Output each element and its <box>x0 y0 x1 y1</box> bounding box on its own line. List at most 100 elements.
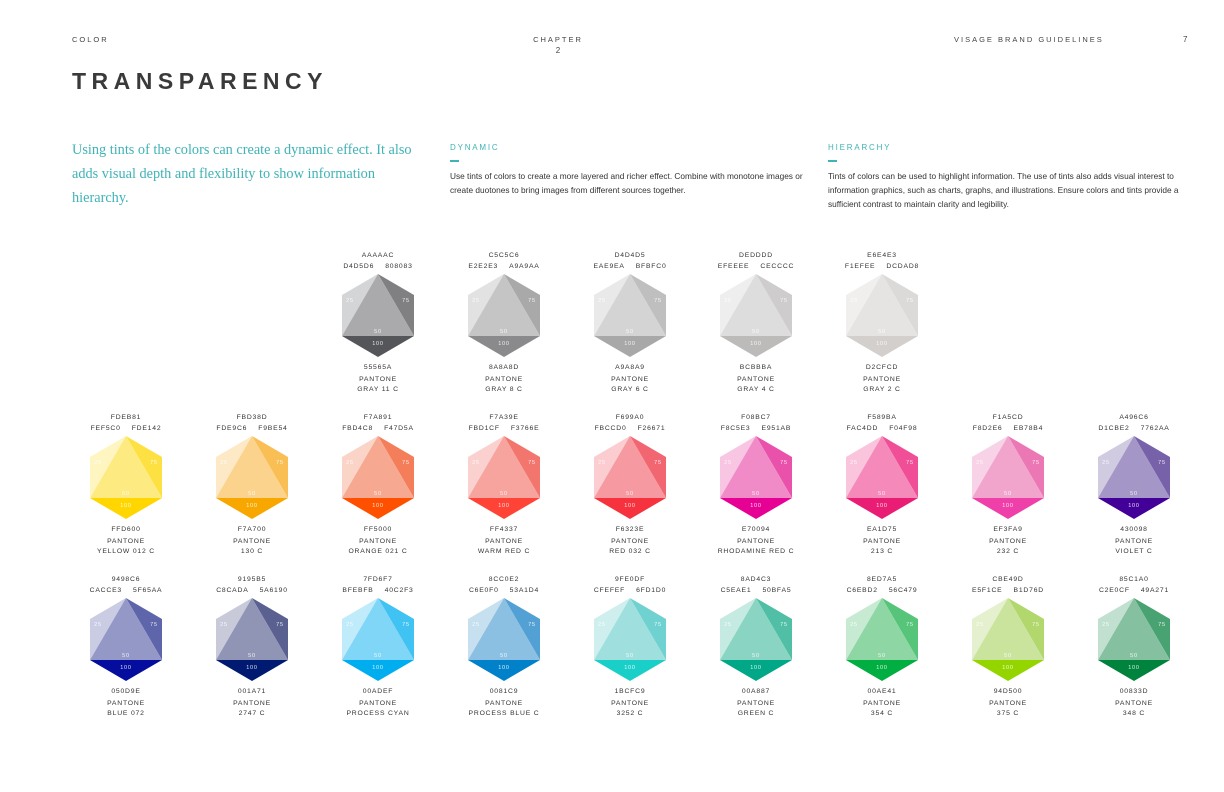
tint-75-hex: 8CC0E2 <box>488 576 520 583</box>
pantone-label: PANTONE <box>485 376 523 383</box>
tint-50-facet <box>846 598 918 660</box>
tint-50-hex: DCDAD8 <box>886 263 920 270</box>
tint-25-label: 25 <box>94 460 102 466</box>
tint-75-label: 75 <box>1032 622 1040 628</box>
tint-50-label: 50 <box>752 653 760 659</box>
base-hex: F6323E <box>615 526 645 533</box>
tint-75-label: 75 <box>1158 622 1166 628</box>
tint-50-label: 50 <box>878 329 886 335</box>
base-hex: 0081C9 <box>489 688 519 695</box>
tint-100-label: 100 <box>372 665 384 671</box>
hexagon-swatch-icon: 25 75 50 100 <box>846 598 918 681</box>
pantone-label: PANTONE <box>1115 538 1153 545</box>
pantone-label: PANTONE <box>1115 700 1153 707</box>
base-hex: F7A700 <box>237 526 267 533</box>
tint-100-label: 100 <box>624 503 636 509</box>
pantone-code: WARM RED C <box>477 547 531 555</box>
pantone-code: 2747 C <box>238 709 266 717</box>
dynamic-heading: DYNAMIC <box>450 143 500 152</box>
tint-25-label: 25 <box>724 460 732 466</box>
pantone-code: GRAY 4 C <box>737 385 775 393</box>
hierarchy-heading: HIERARCHY <box>828 143 892 152</box>
tint-75-label: 75 <box>276 460 284 466</box>
tint-50-facet <box>468 598 540 660</box>
tint-100-facet <box>720 336 792 357</box>
tint-75-hex: FBD38D <box>236 414 268 421</box>
tint-100-label: 100 <box>750 665 762 671</box>
tint-75-hex: F589BA <box>867 414 897 421</box>
tint-75-hex: C5C5C6 <box>488 252 520 259</box>
tint-25-label: 25 <box>598 460 606 466</box>
tint-75-label: 75 <box>150 622 158 628</box>
tint-100-label: 100 <box>624 665 636 671</box>
pantone-label: PANTONE <box>737 700 775 707</box>
base-hex: 00A887 <box>741 688 771 695</box>
pantone-code: RHODAMINE RED C <box>717 547 795 555</box>
tint-100-facet <box>594 660 666 681</box>
tint-100-facet <box>342 660 414 681</box>
base-hex: EA1D75 <box>866 526 898 533</box>
chapter-number: 2 <box>555 46 561 55</box>
tint-75-label: 75 <box>528 460 536 466</box>
pantone-code: YELLOW 012 C <box>97 547 155 555</box>
base-hex: D2CFCD <box>865 364 899 371</box>
tint-50-label: 50 <box>752 491 760 497</box>
tint-100-facet <box>216 660 288 681</box>
tint-25-hex: E2E2E3 <box>468 263 499 270</box>
tint-75-hex: E6E4E3 <box>867 252 897 259</box>
pantone-code: PROCESS CYAN <box>346 709 410 717</box>
color-swatch: DEDDDD EFEEEE CECCCC 25 75 50 100 BCBBBA PANTONE… <box>701 250 811 394</box>
tint-50-hex: BFBFC0 <box>635 263 667 270</box>
tint-100-facet <box>846 498 918 519</box>
tint-50-hex: 50BFA5 <box>762 587 792 594</box>
hexagon-swatch-icon: 25 75 50 100 <box>468 598 540 681</box>
tint-50-label: 50 <box>626 653 634 659</box>
color-swatch: 8CC0E2 C6E0F0 53A1D4 25 75 50 100 0081C9 PANTONE… <box>449 574 559 718</box>
pantone-code: GRAY 2 C <box>863 385 901 393</box>
tint-75-hex: A496C6 <box>1119 414 1149 421</box>
tint-100-label: 100 <box>1002 503 1014 509</box>
hexagon-swatch-icon: 25 75 50 100 <box>972 598 1044 681</box>
tint-25-hex: FBD1CF <box>468 425 500 432</box>
page-title: TRANSPARENCY <box>72 68 328 94</box>
tint-25-label: 25 <box>598 622 606 628</box>
tint-50-hex: F47D5A <box>384 425 414 432</box>
pantone-label: PANTONE <box>863 538 901 545</box>
pantone-label: PANTONE <box>233 700 271 707</box>
pantone-label: PANTONE <box>359 538 397 545</box>
hierarchy-section: HIERARCHY Tints of colors can be used to… <box>828 143 1188 211</box>
tint-50-label: 50 <box>248 491 256 497</box>
color-swatch: FDEB81 FEF5C0 FDE142 25 75 50 100 FFD600 PANTONE… <box>71 412 181 556</box>
base-hex: 050D9E <box>111 688 141 695</box>
tint-100-facet <box>216 498 288 519</box>
tint-50-hex: 5F65AA <box>133 587 163 594</box>
tint-100-label: 100 <box>624 341 636 347</box>
tint-75-label: 75 <box>654 460 662 466</box>
tint-100-facet <box>468 660 540 681</box>
tint-75-hex: AAAAAC <box>361 252 395 259</box>
tint-75-label: 75 <box>654 622 662 628</box>
color-swatch: 8ED7A5 C6EBD2 56C479 25 75 50 100 00AE41 PANTONE… <box>827 574 937 718</box>
tint-75-label: 75 <box>402 622 410 628</box>
tint-100-facet <box>846 660 918 681</box>
base-hex: 001A71 <box>237 688 267 695</box>
pantone-label: PANTONE <box>989 538 1027 545</box>
tint-75-hex: F7A39E <box>489 414 519 421</box>
pantone-label: PANTONE <box>485 538 523 545</box>
pantone-name: PANTONE RHODAMINE RED C <box>701 537 811 556</box>
tint-50-facet <box>216 436 288 498</box>
tint-75-hex: D4D4D5 <box>614 252 646 259</box>
dynamic-section: DYNAMIC Use tints of colors to create a … <box>450 143 810 197</box>
tint-50-label: 50 <box>878 653 886 659</box>
base-hex: A9A8A9 <box>615 364 645 371</box>
tint-25-hex: D1CBE2 <box>1098 425 1130 432</box>
tint-50-hex: B1D76D <box>1013 587 1044 594</box>
tint-50-hex: E951AB <box>761 425 792 432</box>
tint-100-facet <box>972 660 1044 681</box>
tint-75-hex: 7FD6F7 <box>363 576 393 583</box>
tint-100-label: 100 <box>120 665 132 671</box>
tint-25-label: 25 <box>850 460 858 466</box>
color-swatch: 9FE0DF CFEFEF 6FD1D0 25 75 50 100 1BCFC9 PANTONE… <box>575 574 685 718</box>
tint-100-label: 100 <box>750 503 762 509</box>
hexagon-swatch-icon: 25 75 50 100 <box>468 274 540 357</box>
